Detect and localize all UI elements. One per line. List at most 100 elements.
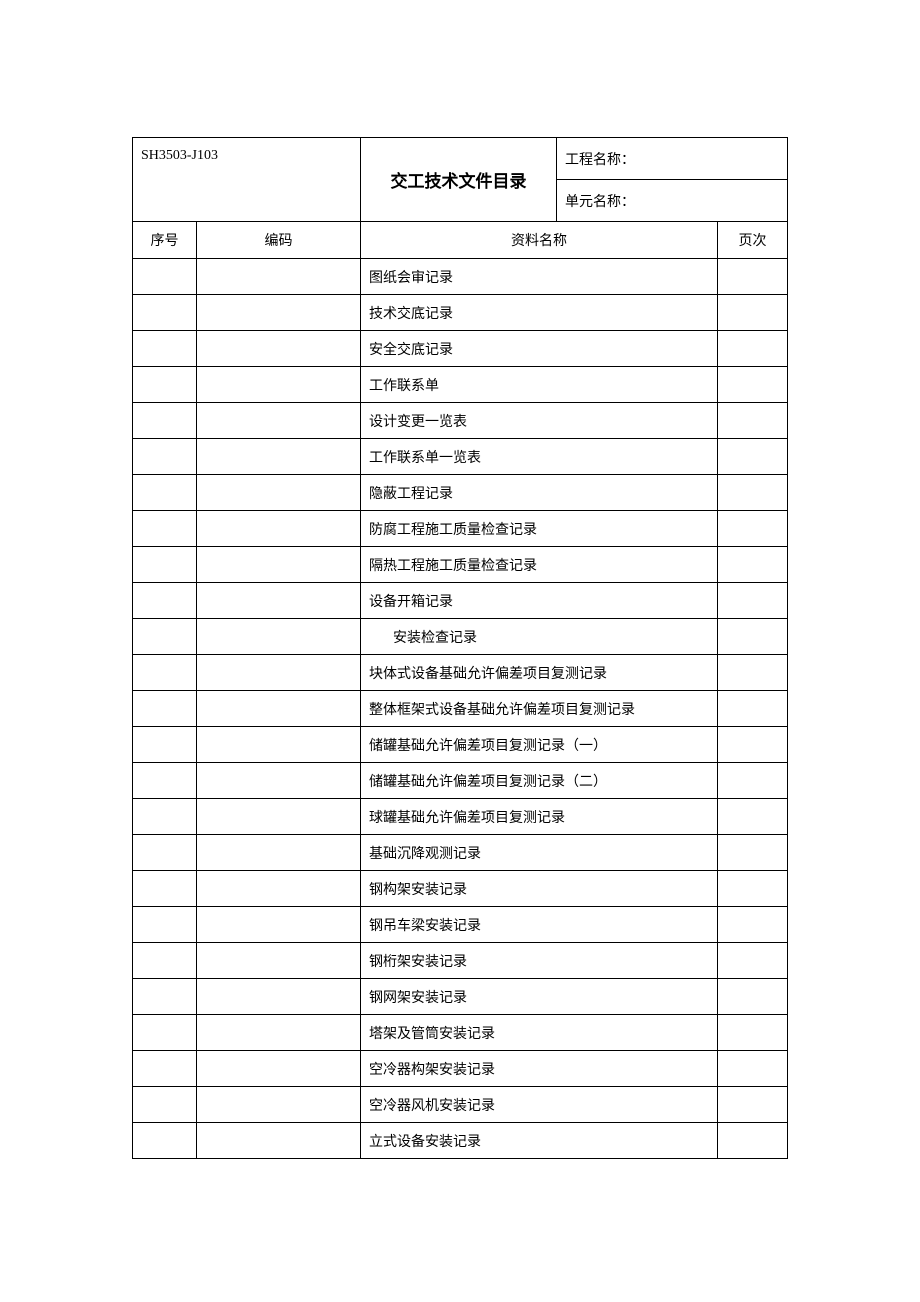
table-row: 整体框架式设备基础允许偏差项目复测记录	[133, 691, 788, 727]
cell-code	[197, 979, 361, 1015]
table-row: 钢网架安装记录	[133, 979, 788, 1015]
cell-code	[197, 295, 361, 331]
cell-seq	[133, 583, 197, 619]
cell-page	[718, 979, 788, 1015]
cell-code	[197, 799, 361, 835]
cell-seq	[133, 403, 197, 439]
cell-seq	[133, 331, 197, 367]
cell-name: 安装检查记录	[361, 619, 718, 655]
table-row: 钢构架安装记录	[133, 871, 788, 907]
cell-page	[718, 1015, 788, 1051]
cell-name: 工作联系单一览表	[361, 439, 718, 475]
cell-seq	[133, 871, 197, 907]
cell-page	[718, 799, 788, 835]
cell-name: 立式设备安装记录	[361, 1123, 718, 1159]
cell-page	[718, 619, 788, 655]
cell-page	[718, 547, 788, 583]
cell-seq	[133, 943, 197, 979]
cell-code	[197, 475, 361, 511]
document-page: SH3503-J103 交工技术文件目录 工程名称： 单元名称： 序号 编码 资…	[132, 137, 788, 1159]
cell-seq	[133, 439, 197, 475]
cell-page	[718, 871, 788, 907]
cell-page	[718, 1123, 788, 1159]
cell-code	[197, 1087, 361, 1123]
table-row: 安全交底记录	[133, 331, 788, 367]
cell-seq	[133, 691, 197, 727]
header-row-1: SH3503-J103 交工技术文件目录 工程名称：	[133, 138, 788, 180]
table-row: 图纸会审记录	[133, 259, 788, 295]
data-rows-body: 图纸会审记录技术交底记录安全交底记录工作联系单设计变更一览表工作联系单一览表隐蔽…	[133, 259, 788, 1159]
cell-seq	[133, 1051, 197, 1087]
cell-name: 防腐工程施工质量检查记录	[361, 511, 718, 547]
cell-name: 储罐基础允许偏差项目复测记录（二）	[361, 763, 718, 799]
table-row: 储罐基础允许偏差项目复测记录（二）	[133, 763, 788, 799]
cell-code	[197, 1015, 361, 1051]
cell-page	[718, 475, 788, 511]
table-row: 钢吊车梁安装记录	[133, 907, 788, 943]
cell-seq	[133, 259, 197, 295]
cell-page	[718, 907, 788, 943]
cell-code	[197, 655, 361, 691]
project-name-cell: 工程名称：	[557, 138, 788, 180]
cell-name: 设计变更一览表	[361, 403, 718, 439]
catalog-table: SH3503-J103 交工技术文件目录 工程名称： 单元名称： 序号 编码 资…	[132, 137, 788, 1159]
cell-code	[197, 763, 361, 799]
document-title-cell: 交工技术文件目录	[361, 138, 557, 222]
column-header-row: 序号 编码 资料名称 页次	[133, 222, 788, 259]
cell-name: 基础沉降观测记录	[361, 835, 718, 871]
cell-name: 技术交底记录	[361, 295, 718, 331]
table-row: 空冷器风机安装记录	[133, 1087, 788, 1123]
cell-code	[197, 259, 361, 295]
cell-seq	[133, 1015, 197, 1051]
table-row: 基础沉降观测记录	[133, 835, 788, 871]
cell-name: 设备开箱记录	[361, 583, 718, 619]
cell-page	[718, 727, 788, 763]
cell-page	[718, 943, 788, 979]
cell-name: 隐蔽工程记录	[361, 475, 718, 511]
cell-code	[197, 691, 361, 727]
cell-name: 空冷器构架安装记录	[361, 1051, 718, 1087]
cell-page	[718, 655, 788, 691]
table-row: 空冷器构架安装记录	[133, 1051, 788, 1087]
cell-name: 隔热工程施工质量检查记录	[361, 547, 718, 583]
cell-code	[197, 619, 361, 655]
cell-seq	[133, 295, 197, 331]
cell-seq	[133, 763, 197, 799]
cell-seq	[133, 1087, 197, 1123]
cell-page	[718, 835, 788, 871]
cell-name: 安全交底记录	[361, 331, 718, 367]
col-header-seq: 序号	[133, 222, 197, 259]
table-row: 安装检查记录	[133, 619, 788, 655]
col-header-code: 编码	[197, 222, 361, 259]
cell-name: 储罐基础允许偏差项目复测记录（一）	[361, 727, 718, 763]
cell-seq	[133, 835, 197, 871]
table-row: 防腐工程施工质量检查记录	[133, 511, 788, 547]
table-row: 球罐基础允许偏差项目复测记录	[133, 799, 788, 835]
cell-name: 整体框架式设备基础允许偏差项目复测记录	[361, 691, 718, 727]
table-row: 工作联系单	[133, 367, 788, 403]
cell-page	[718, 439, 788, 475]
cell-seq	[133, 907, 197, 943]
col-header-page: 页次	[718, 222, 788, 259]
cell-code	[197, 547, 361, 583]
cell-code	[197, 835, 361, 871]
cell-page	[718, 763, 788, 799]
table-row: 钢桁架安装记录	[133, 943, 788, 979]
cell-page	[718, 367, 788, 403]
cell-code	[197, 511, 361, 547]
cell-name: 钢网架安装记录	[361, 979, 718, 1015]
cell-name: 块体式设备基础允许偏差项目复测记录	[361, 655, 718, 691]
table-row: 隐蔽工程记录	[133, 475, 788, 511]
cell-name: 空冷器风机安装记录	[361, 1087, 718, 1123]
table-row: 隔热工程施工质量检查记录	[133, 547, 788, 583]
unit-name-cell: 单元名称：	[557, 180, 788, 222]
cell-name: 钢桁架安装记录	[361, 943, 718, 979]
cell-seq	[133, 511, 197, 547]
cell-page	[718, 691, 788, 727]
cell-code	[197, 583, 361, 619]
cell-seq	[133, 367, 197, 403]
cell-page	[718, 403, 788, 439]
cell-seq	[133, 727, 197, 763]
cell-name: 钢构架安装记录	[361, 871, 718, 907]
table-row: 储罐基础允许偏差项目复测记录（一）	[133, 727, 788, 763]
